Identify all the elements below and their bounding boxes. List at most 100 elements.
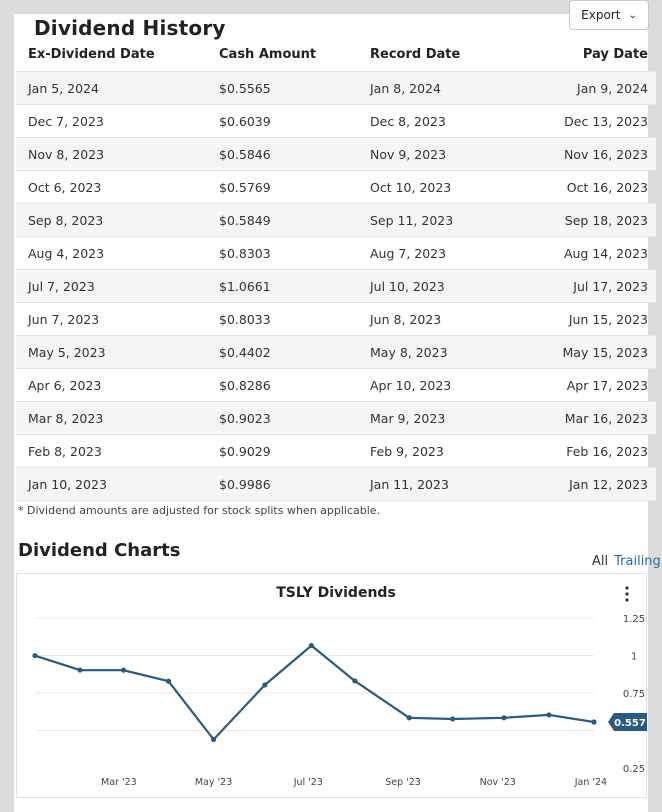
data-point <box>546 712 552 718</box>
table-row: Oct 6, 2023 $0.5769 Oct 10, 2023 Oct 16, 20… <box>16 170 656 204</box>
cell-ex-dividend-date: Jan 10, 2023 <box>16 467 207 501</box>
x-tick-label: Sep '23 <box>385 777 421 788</box>
cell-ex-dividend-date: Dec 7, 2023 <box>16 104 207 138</box>
cell-record-date: Aug 7, 2023 <box>358 236 537 270</box>
y-tick-label: 1.25 <box>623 614 645 625</box>
cell-cash-amount: $0.9986 <box>207 467 358 501</box>
cell-cash-amount: $1.0661 <box>207 269 358 303</box>
table-row: Jan 10, 2023 $0.9986 Jan 11, 2023 Jan 12, 2… <box>16 467 656 501</box>
range-trailing-link[interactable]: Trailing <box>614 554 661 569</box>
menu-dot <box>625 598 629 602</box>
cell-cash-amount: $0.9029 <box>207 434 358 468</box>
table-row: Nov 8, 2023 $0.5846 Nov 9, 2023 Nov 16, 202… <box>16 137 656 171</box>
cell-ex-dividend-date: Jun 7, 2023 <box>16 302 207 336</box>
table-header-row: Ex-Dividend Date Cash Amount Record Date… <box>16 38 656 72</box>
data-point <box>406 715 412 721</box>
data-point <box>210 736 217 743</box>
column-header-ex-dividend-date: Ex-Dividend Date <box>16 38 207 72</box>
cell-cash-amount: $0.4402 <box>207 335 358 369</box>
cell-record-date: Mar 9, 2023 <box>358 401 537 435</box>
export-button[interactable]: Export ⌄ <box>569 0 649 30</box>
dividend-history-title: Dividend History <box>34 16 226 40</box>
cell-cash-amount: $0.5565 <box>207 71 358 105</box>
cell-cash-amount: $0.8303 <box>207 236 358 270</box>
dividend-history-table: Ex-Dividend Date Cash Amount Record Date… <box>16 38 656 501</box>
export-label: Export <box>581 8 621 22</box>
cell-cash-amount: $0.9023 <box>207 401 358 435</box>
data-point <box>450 716 456 722</box>
x-tick-label: May '23 <box>195 777 232 788</box>
menu-dot <box>625 586 629 590</box>
table-row: Apr 6, 2023 $0.8286 Apr 10, 2023 Apr 17, 20… <box>16 368 656 402</box>
cell-record-date: Jun 8, 2023 <box>358 302 537 336</box>
y-tick-label: 0.75 <box>623 689 645 700</box>
table-row: Dec 7, 2023 $0.6039 Dec 8, 2023 Dec 13, 202… <box>16 104 656 138</box>
cell-pay-date: Mar 16, 2023 <box>537 401 656 435</box>
cell-record-date: Jan 8, 2024 <box>358 71 537 105</box>
data-point <box>501 715 507 721</box>
cell-cash-amount: $0.5769 <box>207 170 358 204</box>
column-header-cash-amount: Cash Amount <box>207 38 358 72</box>
last-value-badge <box>608 713 647 732</box>
cell-ex-dividend-date: Aug 4, 2023 <box>16 236 207 270</box>
cell-pay-date: Dec 13, 2023 <box>537 104 656 138</box>
cell-cash-amount: $0.5846 <box>207 137 358 171</box>
cell-pay-date: Aug 14, 2023 <box>537 236 656 270</box>
cell-record-date: Dec 8, 2023 <box>358 104 537 138</box>
data-point <box>262 682 268 688</box>
y-tick-label: 0.25 <box>623 764 645 775</box>
data-point <box>120 667 127 673</box>
cell-ex-dividend-date: Jul 7, 2023 <box>16 269 207 303</box>
cell-ex-dividend-date: Sep 8, 2023 <box>16 203 207 237</box>
x-tick-label: Nov '23 <box>480 777 516 788</box>
cell-record-date: Jan 11, 2023 <box>358 467 537 501</box>
cell-pay-date: Oct 16, 2023 <box>537 170 656 204</box>
cell-ex-dividend-date: Feb 8, 2023 <box>16 434 207 468</box>
cell-record-date: Sep 11, 2023 <box>358 203 537 237</box>
data-point <box>165 678 172 684</box>
table-row: Feb 8, 2023 $0.9029 Feb 9, 2023 Feb 16, 202… <box>16 434 656 468</box>
dividend-chart-container: TSLY Dividends 1.25 1 0.75 0.25 Mar '23 May '2… <box>16 573 647 798</box>
last-value-label: 0.557 <box>614 718 646 729</box>
dividend-line-chart: TSLY Dividends 1.25 1 0.75 0.25 Mar '23 May '2… <box>32 585 647 788</box>
cell-record-date: Jul 10, 2023 <box>358 269 537 303</box>
cell-pay-date: Nov 16, 2023 <box>537 137 656 171</box>
dividend-charts-title: Dividend Charts <box>18 540 181 561</box>
cell-record-date: Oct 10, 2023 <box>358 170 537 204</box>
table-row: Mar 8, 2023 $0.9023 Mar 9, 2023 Mar 16, 202… <box>16 401 656 435</box>
chevron-down-icon: ⌄ <box>628 9 637 21</box>
cell-pay-date: May 15, 2023 <box>537 335 656 369</box>
cell-record-date: May 8, 2023 <box>358 335 537 369</box>
cell-ex-dividend-date: May 5, 2023 <box>16 335 207 369</box>
cell-ex-dividend-date: Apr 6, 2023 <box>16 368 207 402</box>
data-point <box>352 678 358 684</box>
cell-record-date: Apr 10, 2023 <box>358 368 537 402</box>
cell-cash-amount: $0.8033 <box>207 302 358 336</box>
x-tick-label: Jul '23 <box>293 777 323 788</box>
cell-cash-amount: $0.5849 <box>207 203 358 237</box>
range-all-link[interactable]: All <box>592 554 609 569</box>
range-toggle: All Trailing <box>592 554 661 569</box>
table-row: Jul 7, 2023 $1.0661 Jul 10, 2023 Jul 17, 20… <box>16 269 656 303</box>
cell-ex-dividend-date: Oct 6, 2023 <box>16 170 207 204</box>
cell-pay-date: Jul 17, 2023 <box>537 269 656 303</box>
cell-pay-date: Jan 9, 2024 <box>537 71 656 105</box>
footnote: * Dividend amounts are adjusted for stoc… <box>18 504 381 517</box>
cell-cash-amount: $0.8286 <box>207 368 358 402</box>
x-tick-label: Jan '24 <box>574 777 607 788</box>
data-point <box>77 667 83 673</box>
table-row: Jan 5, 2024 $0.5565 Jan 8, 2024 Jan 9, 2024 <box>16 71 656 105</box>
y-tick-label: 1 <box>631 652 637 663</box>
cell-pay-date: Apr 17, 2023 <box>537 368 656 402</box>
data-point <box>308 642 314 649</box>
table-row: Jun 7, 2023 $0.8033 Jun 8, 2023 Jun 15, 202… <box>16 302 656 336</box>
chart-menu-icon[interactable] <box>625 586 629 602</box>
table-row: Sep 8, 2023 $0.5849 Sep 11, 2023 Sep 18, 20… <box>16 203 656 237</box>
cell-pay-date: Sep 18, 2023 <box>537 203 656 237</box>
menu-dot <box>625 592 629 596</box>
cell-cash-amount: $0.6039 <box>207 104 358 138</box>
column-header-pay-date: Pay Date <box>537 38 656 72</box>
cell-ex-dividend-date: Nov 8, 2023 <box>16 137 207 171</box>
cell-pay-date: Jun 15, 2023 <box>537 302 656 336</box>
cell-record-date: Nov 9, 2023 <box>358 137 537 171</box>
